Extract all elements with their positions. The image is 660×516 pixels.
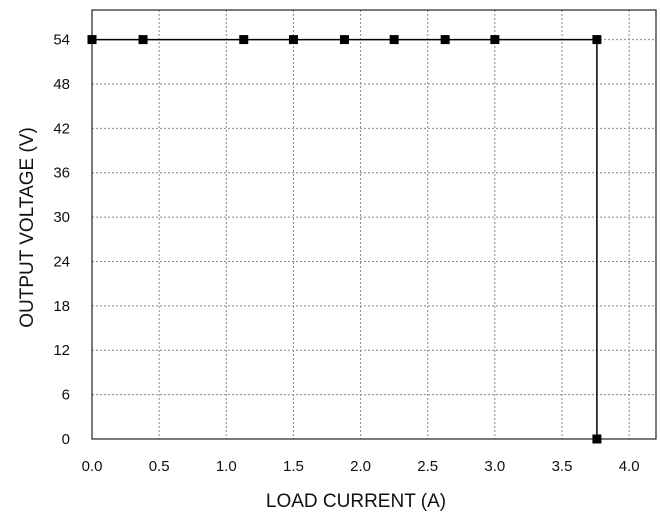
data-point-marker xyxy=(592,434,602,444)
x-tick-label: 3.0 xyxy=(484,458,505,475)
plot-frame xyxy=(91,9,657,440)
data-point-marker xyxy=(239,35,249,45)
x-tick-label: 1.5 xyxy=(283,458,304,475)
data-point-marker xyxy=(440,35,450,45)
data-point-marker xyxy=(87,35,97,45)
x-tick-label: 3.5 xyxy=(552,458,573,475)
y-tick-label: 36 xyxy=(53,165,70,182)
y-tick-label: 24 xyxy=(53,253,70,270)
x-tick-label: 2.0 xyxy=(350,458,371,475)
series-group xyxy=(87,35,602,444)
data-point-marker xyxy=(288,35,298,45)
y-tick-label: 48 xyxy=(53,76,70,93)
x-tick-label: 4.0 xyxy=(619,458,640,475)
y-tick-label: 0 xyxy=(62,431,70,448)
y-tick-label: 18 xyxy=(53,298,70,315)
x-tick-label: 1.0 xyxy=(216,458,237,475)
y-tick-label: 42 xyxy=(53,120,70,137)
y-tick-labels: 0 6 12 18 24 30 36 42 48 54 xyxy=(53,32,70,448)
gridlines xyxy=(92,10,656,439)
data-point-marker xyxy=(138,35,148,45)
x-tick-labels: 0.0 0.5 1.0 1.5 2.0 2.5 3.0 3.5 4.0 xyxy=(82,458,640,475)
y-tick-label: 30 xyxy=(53,209,70,226)
series-line xyxy=(92,38,598,439)
x-axis-label: LOAD CURRENT (A) xyxy=(266,491,446,512)
data-point-marker xyxy=(592,35,602,45)
data-point-marker xyxy=(389,35,399,45)
x-tick-label: 2.5 xyxy=(417,458,438,475)
data-point-marker xyxy=(490,35,500,45)
x-tick-label: 0.5 xyxy=(149,458,170,475)
x-tick-label: 0.0 xyxy=(82,458,103,475)
y-tick-label: 6 xyxy=(62,387,70,404)
data-point-marker xyxy=(339,35,349,45)
y-axis-label: OUTPUT VOLTAGE (V) xyxy=(17,127,38,328)
y-tick-label: 12 xyxy=(53,342,70,359)
y-tick-label: 54 xyxy=(53,32,70,49)
